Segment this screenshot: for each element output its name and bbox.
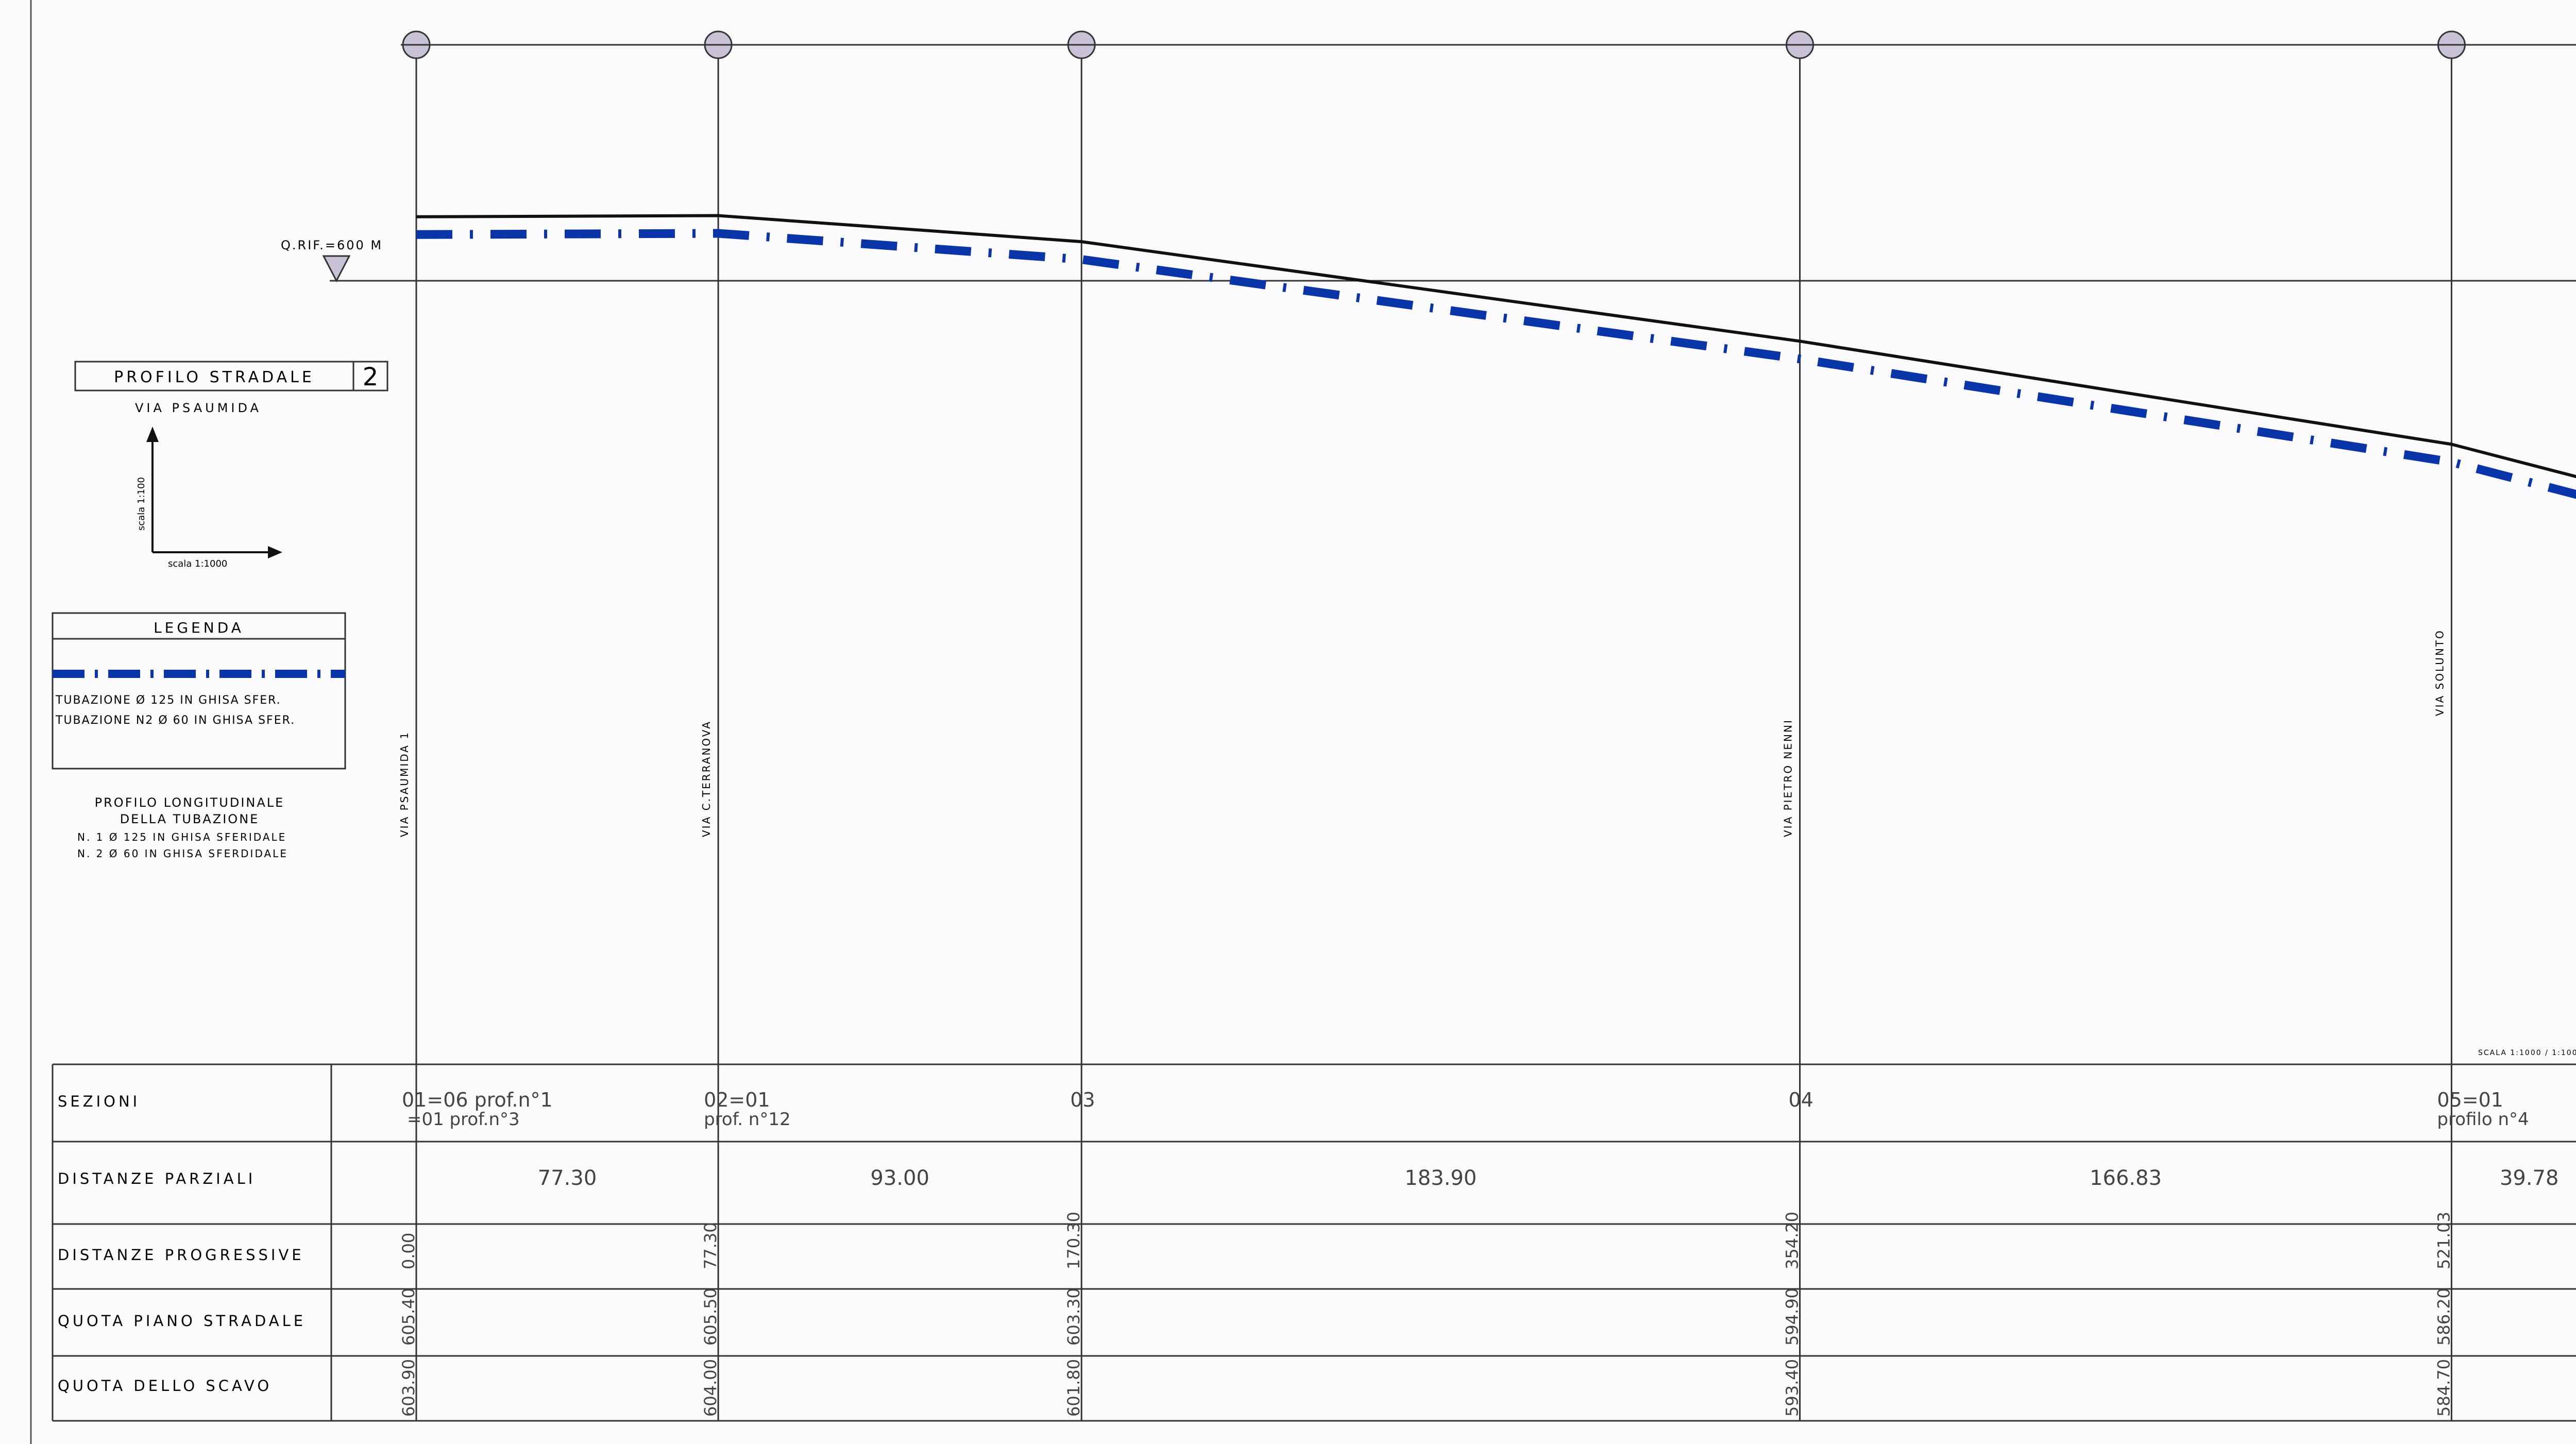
arrow-up-icon	[146, 427, 159, 442]
quota-scavo-value: 603.90	[399, 1359, 418, 1417]
sections-layer: VIA PSAUMIDA 1 VIA C.TERRANOVA VIA PIETRO …	[398, 31, 2576, 1421]
sezione-sub-label: profilo n°4	[2437, 1109, 2529, 1130]
legend-line-2: TUBAZIONE N2 Ø 60 IN GHISA SFER.	[55, 714, 295, 727]
quota-stradale-value: 594.90	[1783, 1288, 1802, 1346]
footer-scale-note: SCALA 1:1000 / 1:100	[2478, 1049, 2576, 1057]
pipe-profile-line	[416, 233, 2576, 502]
quota-scavo-value: 601.80	[1064, 1359, 1083, 1417]
legend-title: LEGENDA	[154, 619, 244, 636]
progressiva-value: 521.03	[2434, 1212, 2453, 1269]
sezione-sub-label: prof. n°12	[704, 1109, 791, 1130]
row-label-progressive: DISTANZE PROGRESSIVE	[58, 1246, 304, 1264]
row-label-scavo: QUOTA DELLO SCAVO	[58, 1377, 272, 1395]
sezione-label: 05=01	[2437, 1089, 2503, 1111]
sezione-label: 04	[1789, 1089, 1814, 1111]
progressiva-value: 77.30	[701, 1222, 720, 1269]
reference-level-marker	[324, 256, 349, 281]
partial-distance-value: 77.30	[538, 1166, 597, 1190]
sezione-label: 03	[1070, 1089, 1095, 1111]
quota-stradale-value: 605.50	[701, 1288, 720, 1346]
quota-stradale-value: 586.20	[2434, 1288, 2453, 1346]
scale-vertical-label: scala 1:100	[136, 477, 147, 531]
quota-scavo-value: 584.70	[2434, 1359, 2453, 1417]
title-box-title: PROFILO STRADALE	[114, 368, 315, 386]
road-profile-line	[416, 216, 2576, 485]
scale-horizontal-label: scala 1:1000	[168, 558, 227, 569]
table-values: 01=06 prof.n°1=01 prof.n°3 0.00 605.40 603.…	[399, 1089, 2576, 1417]
note-line-3: N. 1 Ø 125 IN GHISA SFERIDALE	[77, 831, 286, 843]
title-box-subtitle: VIA PSAUMIDA	[135, 401, 262, 415]
section-name-label: VIA PSAUMIDA 1	[398, 731, 411, 837]
row-label-parziali: DISTANZE PARZIALI	[58, 1170, 256, 1187]
note-line-2: DELLA TUBAZIONE	[120, 812, 260, 826]
quota-stradale-value: 605.40	[399, 1288, 418, 1346]
section-name-label: VIA C.TERRANOVA	[700, 720, 713, 837]
sezione-label: 01=06 prof.n°1	[402, 1089, 553, 1111]
partial-distance-value: 183.90	[1404, 1166, 1477, 1190]
title-box-number: 2	[363, 363, 379, 392]
partial-distance-value: 39.78	[2500, 1166, 2559, 1190]
progressiva-value: 0.00	[399, 1233, 418, 1269]
reference-level-label: Q.RIF.=600 M	[281, 238, 383, 252]
partial-distance-value: 93.00	[870, 1166, 929, 1190]
quota-stradale-value: 603.30	[1064, 1288, 1083, 1346]
progressiva-value: 354.20	[1783, 1212, 1802, 1269]
progressiva-value: 170.30	[1064, 1212, 1083, 1269]
note-line-4: N. 2 Ø 60 IN GHISA SFERDIDALE	[77, 847, 288, 860]
section-name-label: VIA PIETRO NENNI	[1782, 719, 1794, 837]
row-label-sezioni: SEZIONI	[58, 1093, 140, 1110]
sezione-label: 02=01	[704, 1089, 770, 1111]
profile-layer	[416, 216, 2576, 503]
arrow-right-icon	[268, 546, 282, 558]
sezione-sub-label: =01 prof.n°3	[407, 1109, 520, 1130]
quota-scavo-value: 593.40	[1783, 1359, 1802, 1417]
section-name-label: VIA SOLUNTO	[2433, 629, 2446, 716]
legend-box	[53, 613, 345, 769]
legend-line-1: TUBAZIONE Ø 125 IN GHISA SFER.	[55, 694, 281, 707]
note-line-1: PROFILO LONGITUDINALE	[95, 795, 285, 810]
partial-distance-value: 166.83	[2090, 1166, 2162, 1190]
row-label-stradale: QUOTA PIANO STRADALE	[58, 1312, 306, 1330]
quota-scavo-value: 604.00	[701, 1359, 720, 1417]
